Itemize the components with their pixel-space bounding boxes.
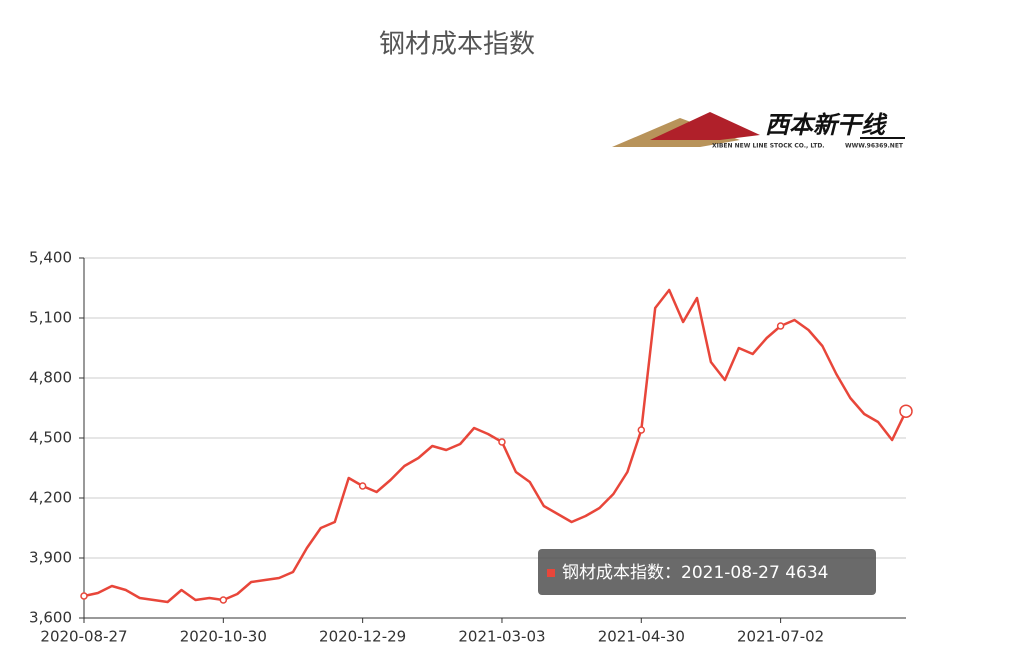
point [637, 426, 646, 434]
tooltip-text: 钢材成本指数：2021-08-27 4634 [562, 563, 828, 583]
x-tick-label: 2020-10-30 [180, 628, 267, 646]
x-tick-label: 2021-03-03 [458, 628, 545, 646]
y-tick-label: 4,500 [29, 429, 72, 447]
point [80, 592, 88, 600]
point [899, 404, 913, 418]
logo-company: XIBEN NEW LINE STOCK CO., LTD. [712, 143, 825, 150]
y-tick-label: 4,200 [29, 489, 72, 507]
chart-title: 钢材成本指数 [379, 30, 535, 60]
x-tick-label: 2020-08-27 [40, 628, 127, 646]
logo: 西本新干线 XIBEN NEW LINE STOCK CO., LTD. WWW… [612, 111, 905, 150]
x-tick-label: 2021-07-02 [737, 628, 824, 646]
point [358, 482, 367, 490]
logo-name: 西本新干线 [765, 111, 888, 139]
tooltip-marker [547, 569, 555, 577]
y-tick-label: 5,400 [29, 249, 72, 267]
point [776, 322, 785, 330]
x-tick-label: 2020-12-29 [319, 628, 406, 646]
logo-site: WWW.96369.NET [845, 143, 904, 150]
y-tick-label: 5,100 [29, 309, 72, 327]
y-tick-label: 3,900 [29, 549, 72, 567]
x-tick-label: 2021-04-30 [598, 628, 685, 646]
point [219, 596, 228, 604]
y-tick-label: 4,800 [29, 369, 72, 387]
point [498, 438, 506, 446]
tooltip: 钢材成本指数：2021-08-27 4634 [538, 549, 876, 595]
y-tick-label: 3,600 [29, 609, 72, 627]
logo-mountain [650, 112, 760, 140]
tooltip-box [538, 549, 876, 595]
